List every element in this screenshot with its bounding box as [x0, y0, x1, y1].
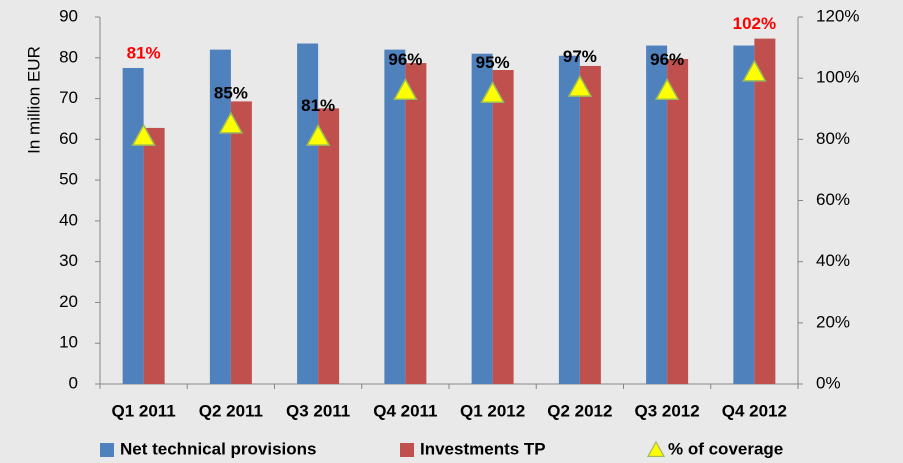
y-tick-label: 20 [59, 292, 78, 311]
data-label: 95% [476, 53, 510, 72]
data-label: 96% [388, 50, 422, 69]
y-tick-label: 10 [59, 333, 78, 352]
x-tick-label: Q4 2011 [373, 401, 437, 420]
legend-marker [100, 443, 114, 457]
legend-label: % of coverage [668, 439, 783, 458]
data-label: 97% [563, 47, 597, 66]
y2-tick-label: 120% [816, 6, 859, 25]
x-tick-label: Q1 2011 [111, 401, 175, 420]
bar [754, 38, 776, 385]
y-tick-label: 90 [59, 6, 78, 25]
y-tick-label: 70 [59, 88, 78, 107]
bar [558, 55, 580, 384]
data-label: 81% [127, 43, 161, 62]
data-label: 85% [214, 84, 248, 103]
bar [230, 101, 252, 384]
legend-marker [646, 440, 666, 457]
x-tick-label: Q3 2012 [635, 401, 700, 420]
y-tick-label: 0 [69, 373, 78, 392]
y-tick-label: 50 [59, 170, 78, 189]
bar [579, 65, 601, 384]
x-tick-label: Q1 2012 [460, 401, 525, 420]
marker [305, 123, 331, 146]
bar [297, 43, 319, 384]
y-tick-label: 30 [59, 251, 78, 270]
y2-tick-label: 0% [816, 373, 841, 392]
y-tick-label: 40 [59, 210, 78, 229]
bar [143, 127, 165, 384]
marker [567, 74, 593, 97]
bar [646, 45, 668, 385]
bar [384, 49, 406, 384]
bar [318, 108, 340, 384]
bar [405, 63, 427, 384]
x-tick-label: Q2 2011 [199, 401, 263, 420]
marker [480, 80, 505, 104]
y2-tick-label: 60% [816, 190, 850, 209]
bar [492, 70, 514, 384]
marker [742, 59, 767, 82]
marker [654, 77, 680, 100]
legend-label: Net technical provisions [120, 439, 317, 458]
data-label: 81% [301, 96, 335, 115]
bar [122, 67, 144, 384]
y2-tick-label: 20% [816, 312, 850, 331]
x-tick-label: Q3 2011 [286, 401, 350, 420]
y-axis-label: In million EUR [24, 46, 43, 154]
legend-label: Investments TP [420, 439, 546, 458]
bar [733, 45, 755, 385]
y-tick-label: 80 [59, 47, 78, 66]
legend-marker [400, 443, 414, 457]
y2-tick-label: 80% [816, 129, 850, 148]
y2-tick-label: 100% [816, 68, 859, 87]
data-label: 102% [733, 14, 776, 33]
x-tick-label: Q2 2012 [547, 401, 612, 420]
x-tick-label: Q4 2012 [722, 401, 787, 420]
marker [131, 123, 156, 146]
y2-tick-label: 40% [816, 251, 850, 270]
marker [218, 111, 244, 134]
y-tick-label: 60 [59, 129, 78, 148]
marker [393, 77, 418, 100]
bar [667, 59, 689, 385]
data-label: 96% [650, 50, 684, 69]
bar [471, 53, 493, 384]
